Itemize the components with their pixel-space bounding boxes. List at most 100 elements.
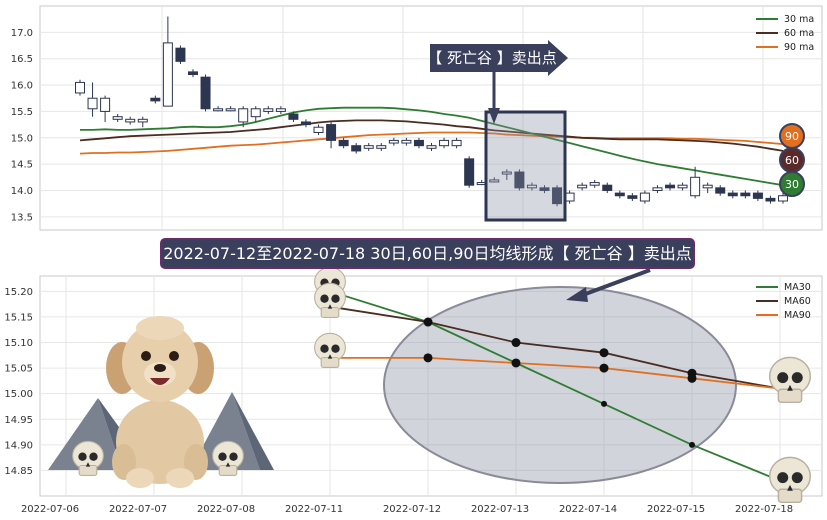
candle-up: [526, 184, 537, 189]
top-plot-frame: [39, 5, 823, 231]
point-ma90: [511, 358, 521, 368]
x-tick-label: 2022-07-08: [197, 504, 255, 515]
legend-ma60: MA60: [784, 296, 811, 307]
x-tick-label: 2022-07-18: [735, 504, 793, 515]
candle-down: [602, 184, 613, 191]
badge-30: 30: [785, 178, 799, 191]
candle-up: [577, 184, 588, 189]
candle-down: [187, 71, 198, 76]
skull-eye: [78, 452, 87, 461]
candle-up: [313, 126, 324, 133]
top-y-tick-label: 16.0: [11, 81, 33, 92]
skull-nose: [85, 462, 91, 467]
skull-jaw: [777, 388, 803, 404]
candle-up: [213, 108, 224, 112]
skull-icon: [212, 440, 244, 476]
skull-nose: [327, 354, 333, 359]
candle-up: [501, 171, 512, 175]
candle-up: [677, 184, 688, 189]
candle-up: [376, 145, 387, 149]
line-ma30: [329, 290, 781, 482]
point-ma60: [599, 348, 609, 358]
top-y-tick-label: 15.5: [11, 107, 33, 118]
skull-eye: [791, 472, 803, 484]
skull-eye: [320, 344, 329, 353]
point-ma60: [423, 317, 433, 327]
candle-up: [439, 139, 450, 147]
skull-eye: [331, 344, 340, 353]
candle-down: [727, 192, 738, 197]
candle-down: [627, 195, 638, 199]
bottom-y-tick-label: 15.20: [4, 287, 33, 298]
candle-up: [75, 81, 85, 94]
candle-up: [639, 192, 650, 202]
skull-icon: [314, 332, 346, 368]
bottom-y-tick-label: 15.15: [4, 312, 33, 323]
candle-down: [740, 192, 751, 197]
highlight-ellipse: [383, 286, 737, 484]
legend-ma90: MA90: [784, 310, 811, 321]
candle-up: [589, 182, 600, 186]
bottom-y-tick-label: 15.00: [4, 389, 33, 400]
point-ma30: [601, 400, 607, 407]
skull-jaw: [218, 464, 238, 476]
x-tick-label: 2022-07-14: [559, 504, 617, 515]
callout-label: 【 死亡谷 】卖出点: [427, 49, 557, 67]
candle-down: [175, 47, 186, 62]
skull-nose: [327, 304, 333, 309]
candle-up: [778, 195, 788, 202]
candle-up: [363, 145, 374, 149]
candle-down: [464, 158, 475, 186]
candle-down: [326, 124, 337, 141]
skull-icon: [768, 356, 812, 404]
candle-down: [765, 197, 776, 202]
point-ma90: [687, 373, 697, 383]
top-y-tick-label: 14.5: [11, 160, 33, 171]
point-ma30: [689, 441, 695, 448]
top-legend: 30 ma 60 ma 90 ma: [756, 14, 814, 53]
skull-eye: [229, 452, 238, 461]
skull-jaw: [777, 488, 803, 504]
candle-down: [752, 192, 763, 199]
line-ma60: [79, 119, 784, 152]
candle-up: [426, 145, 437, 149]
skull-eye: [89, 452, 98, 461]
candle-up: [225, 108, 236, 112]
pointer-arrow: [566, 268, 651, 302]
candle-up: [112, 116, 123, 120]
line-ma60: [329, 305, 781, 390]
legend-ma30: MA30: [784, 282, 811, 293]
candle-up: [388, 139, 399, 144]
candle-down: [200, 76, 211, 110]
skull-eye: [320, 294, 329, 303]
skull-icon: [314, 282, 346, 318]
point-ma90: [423, 353, 433, 363]
legend-60ma: 60 ma: [784, 28, 814, 39]
legend-90ma: 90 ma: [784, 42, 814, 53]
candle-down: [300, 121, 311, 126]
ma-detail-chart: 15.20 15.15 15.10 15.05 15.00 14.95 14.90 14.85…: [4, 266, 823, 515]
candle-down: [665, 184, 676, 189]
bottom-y-tick-label: 14.85: [4, 466, 33, 477]
candle-up: [238, 108, 249, 123]
point-ma90: [599, 363, 609, 373]
candle-up: [652, 187, 663, 191]
candle-up: [137, 118, 148, 123]
bottom-y-tick-label: 14.90: [4, 440, 33, 451]
skull-jaw: [78, 464, 98, 476]
candle-down: [552, 187, 563, 205]
candle-up: [690, 176, 701, 197]
x-tick-label: 2022-07-15: [647, 504, 705, 515]
candle-down: [539, 187, 550, 191]
candle-up: [451, 139, 462, 147]
skull-nose: [225, 462, 231, 467]
death-valley-box: [484, 110, 567, 222]
line-ma30: [80, 106, 784, 187]
skull-jaw: [320, 306, 340, 318]
legend-30ma: 30 ma: [784, 14, 814, 25]
skull-eye: [218, 452, 227, 461]
candle-up: [263, 108, 274, 112]
candle-up: [125, 118, 136, 123]
candlestick-chart: 17.0 16.5 16.0 15.5 15.0 14.5 14.0 13.5 【 死亡谷 】…: [11, 5, 823, 231]
x-tick-label: 2022-07-07: [109, 504, 167, 515]
